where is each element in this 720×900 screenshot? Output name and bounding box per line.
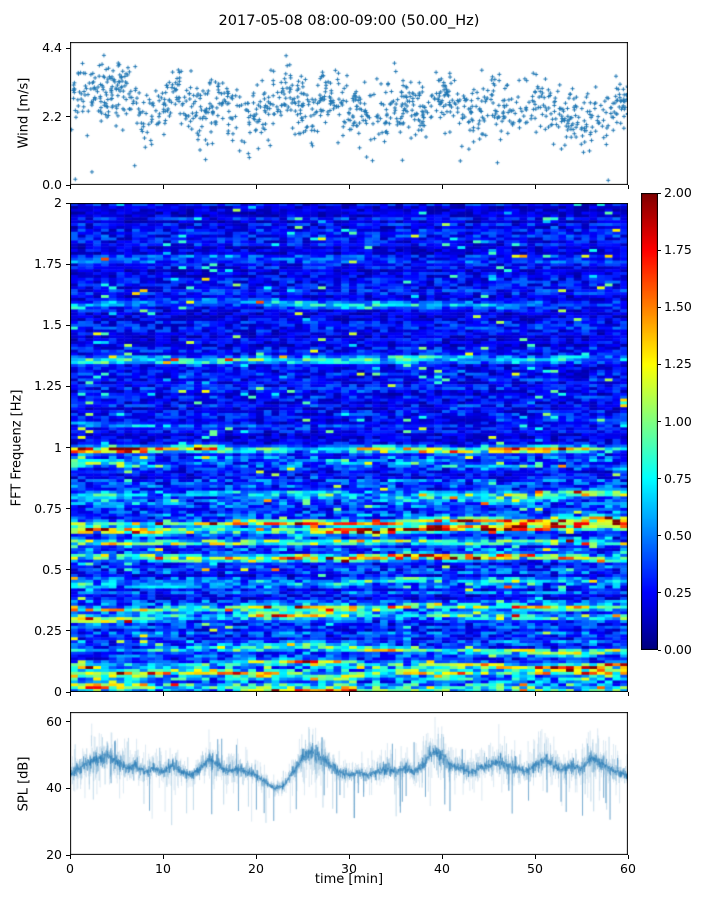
y-tick-label: 1.75 bbox=[34, 256, 62, 272]
y-tick-mark bbox=[66, 116, 70, 118]
y-tick-label: 20 bbox=[46, 847, 62, 862]
x-tick-label: 60 bbox=[620, 861, 636, 876]
colorbar-tick-mark bbox=[658, 192, 661, 194]
y-tick-mark bbox=[66, 630, 70, 632]
x-tick-mark bbox=[255, 692, 257, 696]
y-tick-label: 60 bbox=[46, 713, 62, 729]
colorbar-tick-label: 1.25 bbox=[664, 356, 692, 372]
y-tick-label: 0 bbox=[54, 684, 62, 699]
x-tick-mark bbox=[627, 855, 629, 859]
x-tick-mark bbox=[162, 185, 164, 189]
colorbar-tick-mark bbox=[658, 592, 661, 594]
y-tick-label: 0.0 bbox=[42, 177, 62, 192]
y-tick-label: 4.4 bbox=[42, 40, 62, 56]
y-tick-mark bbox=[66, 691, 70, 693]
x-tick-mark bbox=[534, 855, 536, 859]
x-tick-mark bbox=[162, 692, 164, 696]
colorbar bbox=[641, 193, 658, 650]
colorbar-tick-mark bbox=[658, 478, 661, 480]
colorbar-tick-label: 1.75 bbox=[664, 242, 692, 258]
x-tick-label: 30 bbox=[341, 861, 357, 876]
y-tick-mark bbox=[66, 447, 70, 448]
y-tick-mark bbox=[66, 324, 70, 326]
x-tick-mark bbox=[627, 692, 629, 696]
y-tick-label: 0.25 bbox=[34, 622, 62, 638]
colorbar-tick-label: 2.00 bbox=[664, 185, 692, 200]
y-tick-label: 1 bbox=[54, 439, 62, 455]
colorbar-tick-mark bbox=[658, 421, 661, 422]
colorbar-tick-label: 0.25 bbox=[664, 584, 692, 600]
y-tick-mark bbox=[66, 184, 70, 186]
figure-title: 2017-05-08 08:00-09:00 (50.00_Hz) bbox=[218, 13, 480, 29]
colorbar-tick-label: 0.50 bbox=[664, 527, 692, 543]
colorbar-tick-mark bbox=[658, 535, 661, 537]
y-tick-label: 1.5 bbox=[42, 317, 62, 333]
colorbar-tick-mark bbox=[658, 649, 661, 651]
colorbar-tick-label: 0.00 bbox=[664, 642, 692, 657]
y-tick-mark bbox=[66, 854, 70, 856]
x-tick-mark bbox=[348, 855, 350, 859]
wind-scatter-plot bbox=[70, 42, 628, 185]
y-tick-mark bbox=[66, 47, 70, 49]
y-tick-mark bbox=[66, 263, 70, 265]
x-tick-mark bbox=[441, 185, 443, 189]
x-tick-mark bbox=[534, 185, 536, 189]
x-tick-mark bbox=[627, 185, 629, 189]
colorbar-tick-label: 1.00 bbox=[664, 413, 692, 429]
y-tick-mark bbox=[66, 569, 70, 571]
x-tick-mark bbox=[255, 185, 257, 189]
y-tick-label: 40 bbox=[46, 780, 62, 796]
x-tick-label: 50 bbox=[527, 861, 543, 876]
y-tick-mark bbox=[66, 721, 70, 723]
x-tick-label: 40 bbox=[434, 861, 450, 876]
x-tick-label: 20 bbox=[248, 861, 264, 876]
y-tick-label: 0.5 bbox=[42, 561, 62, 577]
x-tick-label: 10 bbox=[155, 861, 171, 876]
y-tick-label: 2.2 bbox=[42, 108, 62, 124]
colorbar-tick-mark bbox=[658, 249, 661, 251]
y-tick-label: 0.75 bbox=[34, 500, 62, 516]
x-tick-mark bbox=[69, 692, 71, 696]
x-tick-mark bbox=[534, 692, 536, 696]
x-tick-mark bbox=[69, 185, 71, 189]
y-tick-mark bbox=[66, 385, 70, 387]
x-tick-mark bbox=[441, 855, 443, 859]
x-axis-label: time [min] bbox=[314, 872, 384, 887]
y-tick-mark bbox=[66, 202, 70, 204]
colorbar-tick-label: 1.50 bbox=[664, 299, 692, 315]
fft-spectrogram-heatmap bbox=[70, 203, 628, 692]
colorbar-tick-mark bbox=[658, 306, 661, 308]
x-tick-mark bbox=[348, 185, 350, 189]
colorbar-tick-label: 0.75 bbox=[664, 470, 692, 486]
y-tick-mark bbox=[66, 508, 70, 510]
y-tick-label: 2 bbox=[54, 195, 62, 210]
x-tick-mark bbox=[69, 855, 71, 859]
x-tick-mark bbox=[441, 692, 443, 696]
x-tick-mark bbox=[255, 855, 257, 859]
x-tick-label: 0 bbox=[66, 861, 74, 876]
y-tick-label: 1.25 bbox=[34, 378, 62, 394]
x-tick-mark bbox=[348, 692, 350, 696]
colorbar-tick-mark bbox=[658, 363, 661, 365]
x-tick-mark bbox=[162, 855, 164, 859]
y-tick-mark bbox=[66, 787, 70, 789]
spl-line-plot bbox=[70, 712, 628, 855]
